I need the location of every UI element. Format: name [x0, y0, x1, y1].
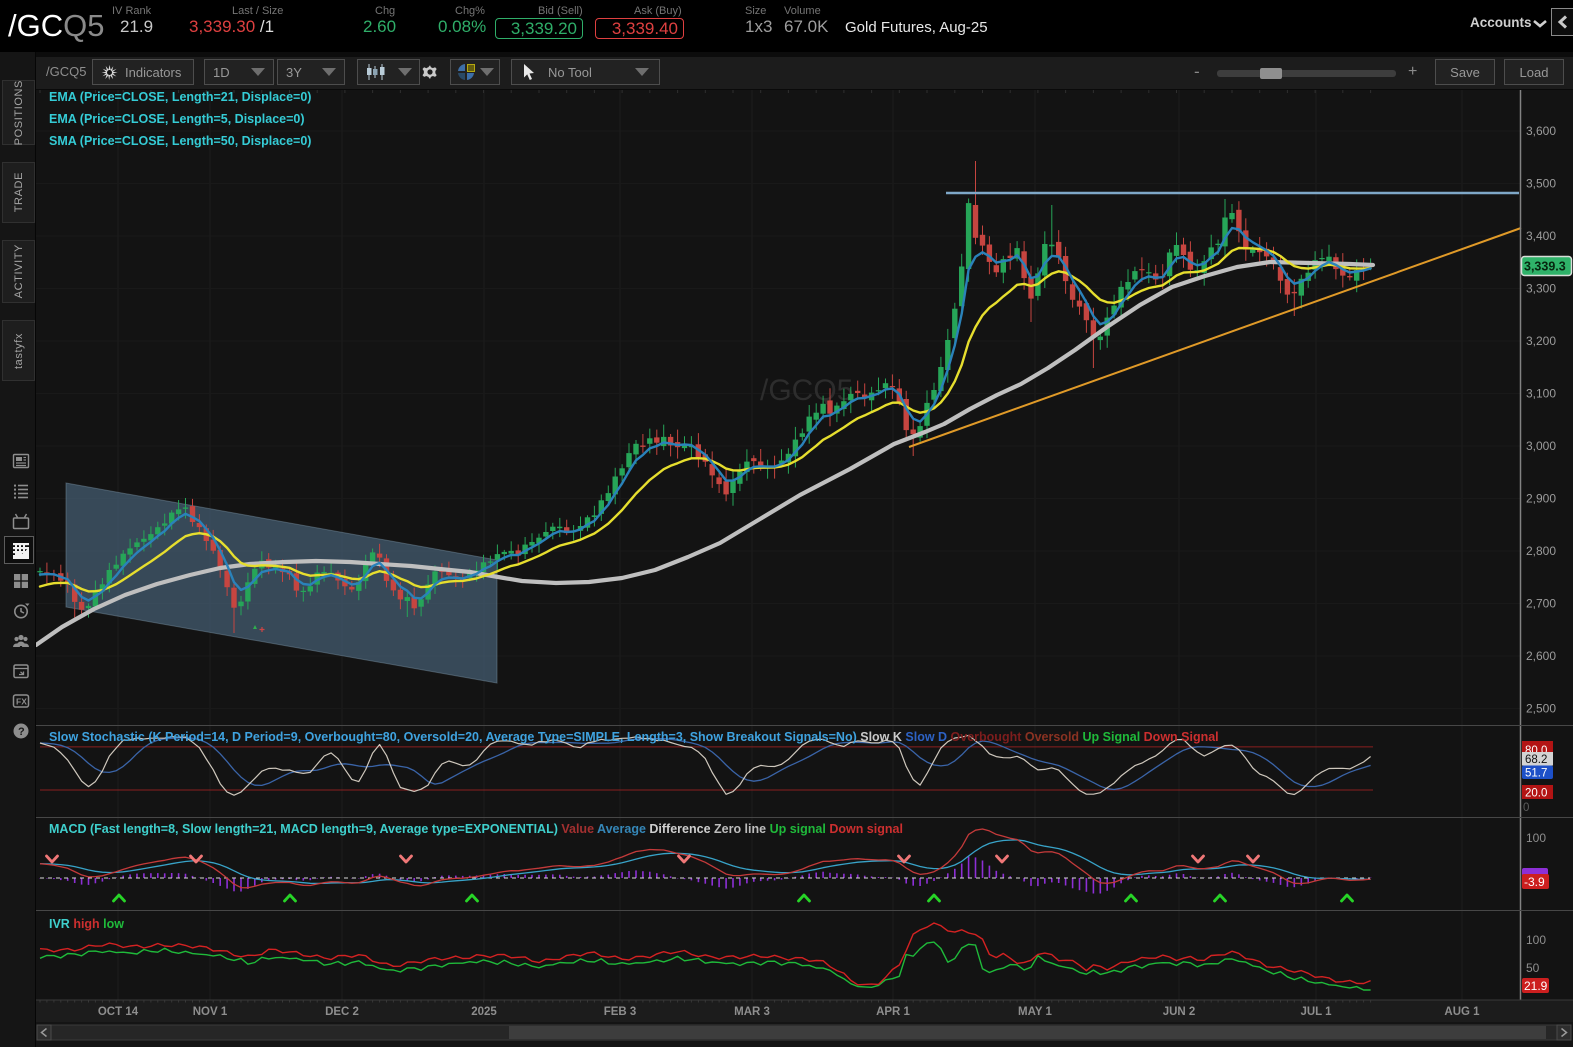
svg-text:3,200: 3,200	[1526, 334, 1556, 348]
svg-text:SMA (Price=CLOSE, Length=50, D: SMA (Price=CLOSE, Length=50, Displace=0)	[49, 134, 311, 148]
svg-text:FEB 3: FEB 3	[604, 1006, 637, 1018]
svg-text:20.0: 20.0	[1525, 788, 1547, 800]
svg-text:NOV 1: NOV 1	[193, 1006, 228, 1018]
svg-text:2,500: 2,500	[1526, 702, 1556, 716]
svg-text:3,300: 3,300	[1526, 282, 1556, 296]
svg-text:3,500: 3,500	[1526, 177, 1556, 191]
svg-text:Slow Stochastic (K Period=14,: Slow Stochastic (K Period=14, D Period=9…	[49, 730, 1219, 744]
svg-text:?: ?	[18, 726, 25, 738]
svg-text:50: 50	[1526, 961, 1540, 975]
svg-text:2,600: 2,600	[1526, 649, 1556, 663]
svg-text:100: 100	[1526, 933, 1546, 947]
svg-text:2,700: 2,700	[1526, 597, 1556, 611]
svg-text:3,600: 3,600	[1526, 124, 1556, 138]
svg-text:2025: 2025	[471, 1006, 497, 1018]
svg-text:3,339.3: 3,339.3	[1524, 260, 1566, 274]
svg-text:OCT 14: OCT 14	[98, 1006, 139, 1018]
svg-text:21.9: 21.9	[1524, 979, 1548, 993]
svg-text:3,100: 3,100	[1526, 387, 1556, 401]
svg-text:JUL 1: JUL 1	[1300, 1006, 1332, 1018]
svg-text:DEC 2: DEC 2	[325, 1006, 359, 1018]
svg-text:IVR high low: IVR high low	[49, 917, 124, 931]
svg-text:100: 100	[1526, 831, 1546, 845]
svg-text:2,800: 2,800	[1526, 544, 1556, 558]
svg-text:0: 0	[1523, 802, 1529, 814]
svg-text:/GCQ5: /GCQ5	[760, 374, 853, 407]
svg-text:EMA (Price=CLOSE, Length=21, D: EMA (Price=CLOSE, Length=21, Displace=0)	[49, 90, 311, 104]
svg-text:AUG 1: AUG 1	[1444, 1006, 1480, 1018]
svg-text:JUN 2: JUN 2	[1163, 1006, 1196, 1018]
svg-text:APR 1: APR 1	[876, 1006, 910, 1018]
svg-text:MACD (Fast length=8, Slow leng: MACD (Fast length=8, Slow length=21, MAC…	[49, 822, 903, 836]
svg-text:FX: FX	[16, 697, 27, 707]
svg-text:2,900: 2,900	[1526, 492, 1556, 506]
svg-text:3,000: 3,000	[1526, 439, 1556, 453]
svg-text:68.2: 68.2	[1525, 754, 1547, 766]
svg-text:51.7: 51.7	[1525, 768, 1547, 780]
svg-text:3,400: 3,400	[1526, 229, 1556, 243]
svg-text:-3.9: -3.9	[1524, 875, 1545, 889]
svg-text:MAY 1: MAY 1	[1018, 1006, 1052, 1018]
svg-text:EMA (Price=CLOSE, Length=5, Di: EMA (Price=CLOSE, Length=5, Displace=0)	[49, 112, 305, 126]
svg-text:MAR 3: MAR 3	[734, 1006, 770, 1018]
